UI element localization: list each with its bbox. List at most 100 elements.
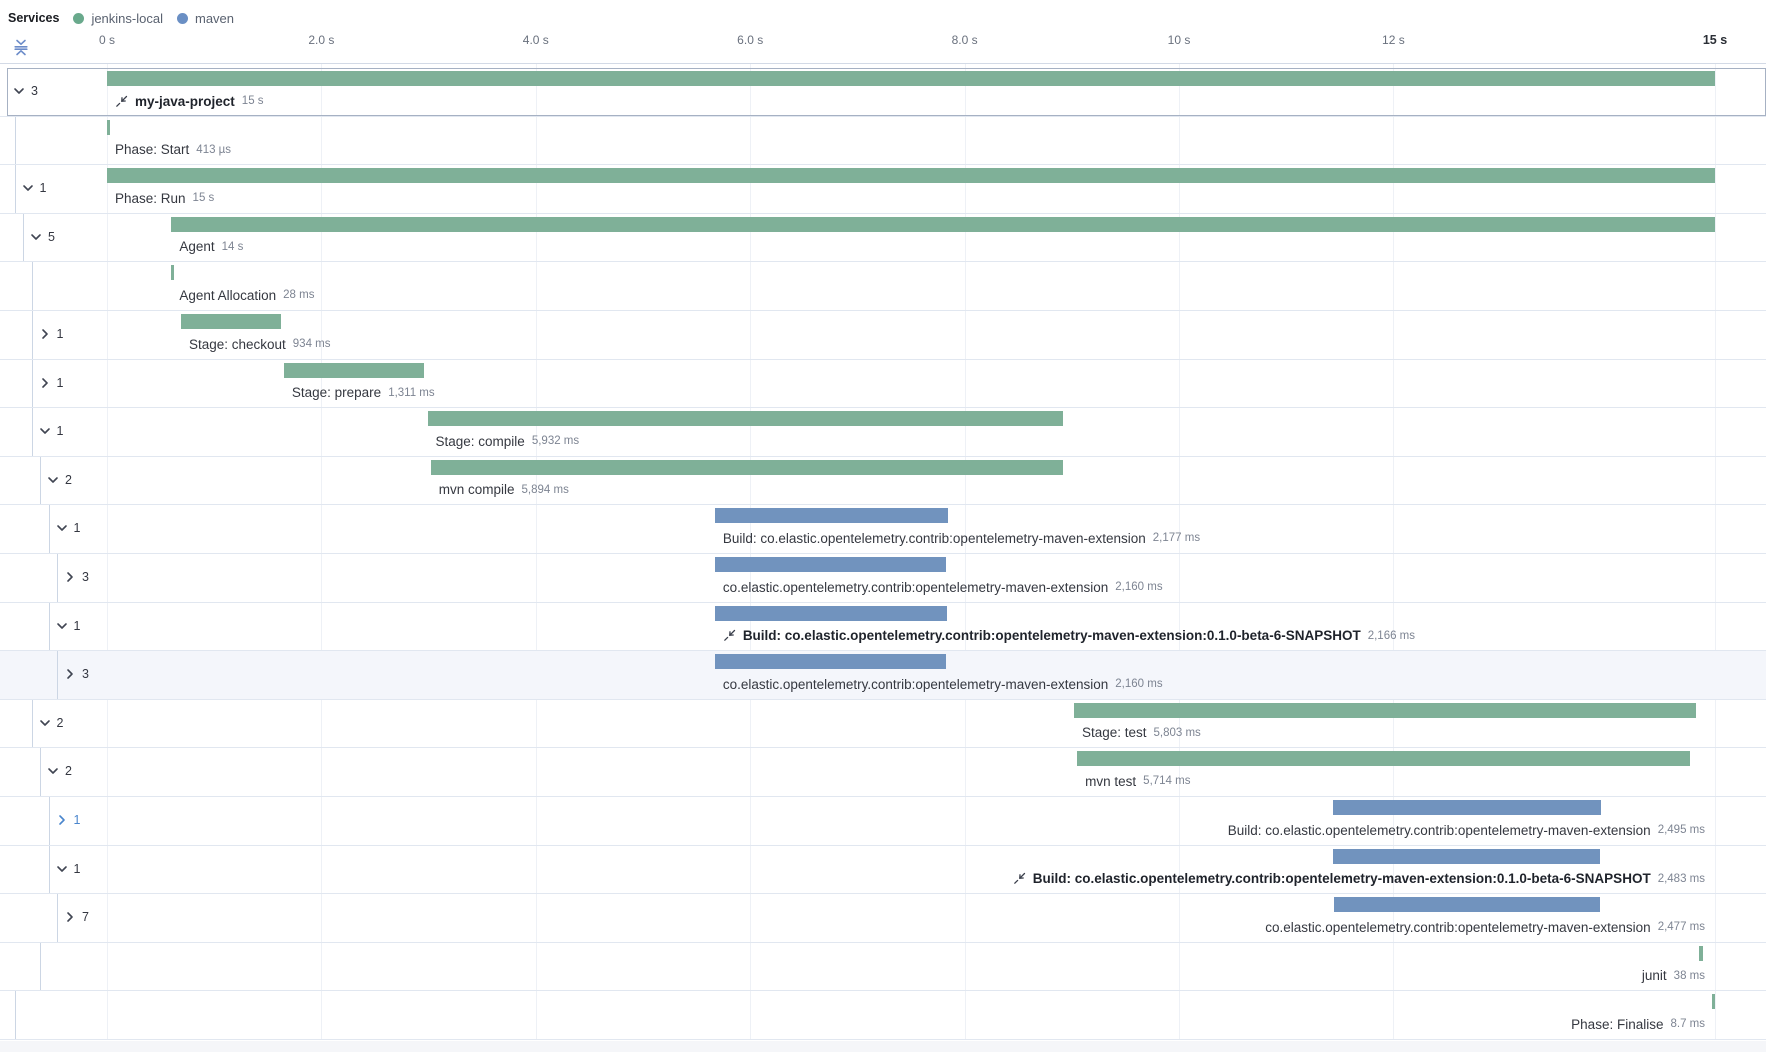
span-bar[interactable] — [714, 508, 949, 524]
chevron-down-icon — [39, 428, 50, 434]
indent-guide — [48, 845, 50, 894]
services-legend-title: Services — [8, 11, 60, 25]
span-label[interactable]: mvn compile 5,894 ms — [439, 480, 569, 500]
row-expand-toggle[interactable]: 1 — [39, 376, 63, 390]
axis-tick-label: 8.0 s — [951, 33, 978, 47]
span-bar[interactable] — [1711, 994, 1715, 1010]
span-label[interactable]: junit 38 ms — [1642, 966, 1705, 986]
trace-row[interactable]: 1 Stage: checkout 934 ms — [0, 311, 1766, 360]
row-expand-toggle[interactable]: 1 — [39, 424, 63, 438]
span-bar[interactable] — [1077, 751, 1690, 767]
span-name: Build: co.elastic.opentelemetry.contrib:… — [1032, 871, 1651, 887]
span-bar[interactable] — [283, 362, 425, 378]
span-label[interactable]: Agent 14 s — [179, 237, 243, 257]
indent-guide — [14, 991, 16, 1039]
child-count: 3 — [82, 667, 89, 682]
span-label[interactable]: Stage: checkout 934 ms — [189, 334, 331, 354]
indent-guide — [31, 408, 33, 456]
fold-timeline-button[interactable] — [10, 36, 32, 58]
span-bar[interactable] — [714, 654, 947, 670]
span-label[interactable]: Phase: Run 15 s — [115, 188, 214, 208]
span-bar[interactable] — [171, 265, 175, 281]
span-bar[interactable] — [180, 314, 282, 329]
axis-tick-label: 12 s — [1382, 33, 1405, 47]
row-expand-toggle[interactable]: 3 — [64, 667, 89, 681]
span-bar[interactable] — [430, 459, 1063, 475]
row-expand-toggle[interactable]: 1 — [56, 619, 80, 633]
trace-row[interactable]: Phase: Finalise 8.7 ms — [0, 991, 1766, 1040]
indent-guide — [40, 942, 41, 991]
span-bar[interactable] — [107, 71, 1715, 86]
span-label[interactable]: mvn test 5,714 ms — [1085, 771, 1190, 791]
trace-row[interactable]: 3 co.elastic.opentelemetry.contrib:opente… — [0, 651, 1766, 700]
service-name: jenkins-local — [91, 10, 163, 26]
span-bar[interactable] — [107, 119, 110, 135]
span-bar[interactable] — [171, 216, 1715, 232]
row-expand-toggle[interactable]: 1 — [39, 327, 64, 341]
span-label[interactable]: Build: co.elastic.opentelemetry.contrib:… — [1013, 869, 1705, 889]
span-bar[interactable] — [1333, 848, 1600, 864]
span-bar[interactable] — [1698, 945, 1703, 961]
span-label[interactable]: Phase: Start 413 µs — [115, 140, 231, 160]
row-expand-toggle[interactable]: 2 — [39, 716, 63, 730]
span-links-icon — [116, 95, 128, 107]
child-count: 5 — [48, 229, 55, 244]
row-expand-toggle[interactable]: 2 — [47, 764, 72, 778]
chevron-down-icon — [39, 719, 50, 726]
trace-row[interactable]: 1 Build: co.elastic.opentelemetry.contrib… — [0, 602, 1766, 652]
span-bar[interactable] — [714, 605, 947, 621]
span-name: Stage: compile — [435, 433, 525, 449]
row-expand-toggle[interactable]: 2 — [47, 473, 72, 487]
span-label[interactable]: my-java-project 15 s — [115, 91, 264, 111]
trace-row[interactable]: 1 Build: co.elastic.opentelemetry.contrib… — [0, 845, 1766, 895]
row-expand-toggle[interactable]: 5 — [30, 230, 55, 244]
indent-guide — [31, 311, 33, 359]
gridline — [750, 64, 752, 1040]
axis-divider — [0, 63, 1766, 64]
span-bar[interactable] — [107, 168, 1715, 184]
span-label[interactable]: Build: co.elastic.opentelemetry.contrib:… — [1228, 820, 1705, 840]
trace-row[interactable]: 2 mvn test 5,714 ms — [0, 748, 1766, 797]
gridline — [321, 64, 323, 1040]
trace-row[interactable]: 1 Phase: Run 15 s — [0, 165, 1766, 214]
row-expand-toggle[interactable]: 1 — [56, 813, 80, 827]
span-label[interactable]: Stage: test 5,803 ms — [1082, 723, 1201, 743]
span-label[interactable]: Agent Allocation 28 ms — [179, 285, 314, 305]
span-label[interactable]: Stage: prepare 1,311 ms — [292, 383, 435, 403]
row-expand-toggle[interactable]: 7 — [64, 910, 89, 924]
trace-row[interactable]: 2 mvn compile 5,894 ms — [0, 456, 1766, 506]
span-bar[interactable] — [1334, 897, 1600, 913]
span-label[interactable]: Build: co.elastic.opentelemetry.contrib:… — [723, 626, 1415, 646]
trace-row[interactable]: 5 Agent 14 s — [0, 213, 1766, 263]
span-bar[interactable] — [1073, 702, 1697, 718]
trace-row[interactable]: junit 38 ms — [0, 942, 1766, 992]
span-duration: 934 ms — [292, 338, 331, 350]
span-bar[interactable] — [714, 557, 947, 572]
span-name: Build: co.elastic.opentelemetry.contrib:… — [722, 530, 1146, 546]
span-bar[interactable] — [427, 411, 1064, 427]
row-expand-toggle[interactable]: 1 — [56, 521, 80, 535]
span-label[interactable]: co.elastic.opentelemetry.contrib:opentel… — [723, 674, 1163, 694]
trace-row[interactable]: 3 my-java-project 15 s — [0, 68, 1766, 117]
span-label[interactable]: Build: co.elastic.opentelemetry.contrib:… — [723, 528, 1200, 548]
span-bar[interactable] — [1333, 800, 1601, 815]
row-expand-toggle[interactable]: 1 — [56, 862, 80, 876]
trace-row[interactable]: 7 co.elastic.opentelemetry.contrib:opente… — [0, 894, 1766, 943]
row-expand-toggle[interactable]: 3 — [13, 84, 38, 98]
trace-row[interactable]: 1 Stage: compile 5,932 ms — [0, 408, 1766, 457]
span-label[interactable]: Stage: compile 5,932 ms — [436, 431, 580, 451]
trace-row[interactable]: 1 Stage: prepare 1,311 ms — [0, 359, 1766, 409]
trace-row[interactable]: Phase: Start 413 µs — [0, 116, 1766, 166]
trace-row[interactable]: 1 Build: co.elastic.opentelemetry.contrib… — [0, 797, 1766, 846]
trace-row[interactable]: 2 Stage: test 5,803 ms — [0, 699, 1766, 749]
trace-row[interactable]: 1 Build: co.elastic.opentelemetry.contrib… — [0, 505, 1766, 554]
trace-row[interactable]: Agent Allocation 28 ms — [0, 262, 1766, 311]
span-duration: 5,714 ms — [1143, 775, 1191, 788]
span-label[interactable]: Phase: Finalise 8.7 ms — [1571, 1014, 1705, 1034]
span-label[interactable]: co.elastic.opentelemetry.contrib:opentel… — [1265, 917, 1705, 937]
row-expand-toggle[interactable]: 3 — [64, 570, 89, 584]
span-label[interactable]: co.elastic.opentelemetry.contrib:opentel… — [723, 577, 1163, 597]
trace-row[interactable]: 3 co.elastic.opentelemetry.contrib:opente… — [0, 554, 1766, 603]
child-count: 1 — [56, 327, 64, 341]
row-expand-toggle[interactable]: 1 — [22, 181, 46, 195]
